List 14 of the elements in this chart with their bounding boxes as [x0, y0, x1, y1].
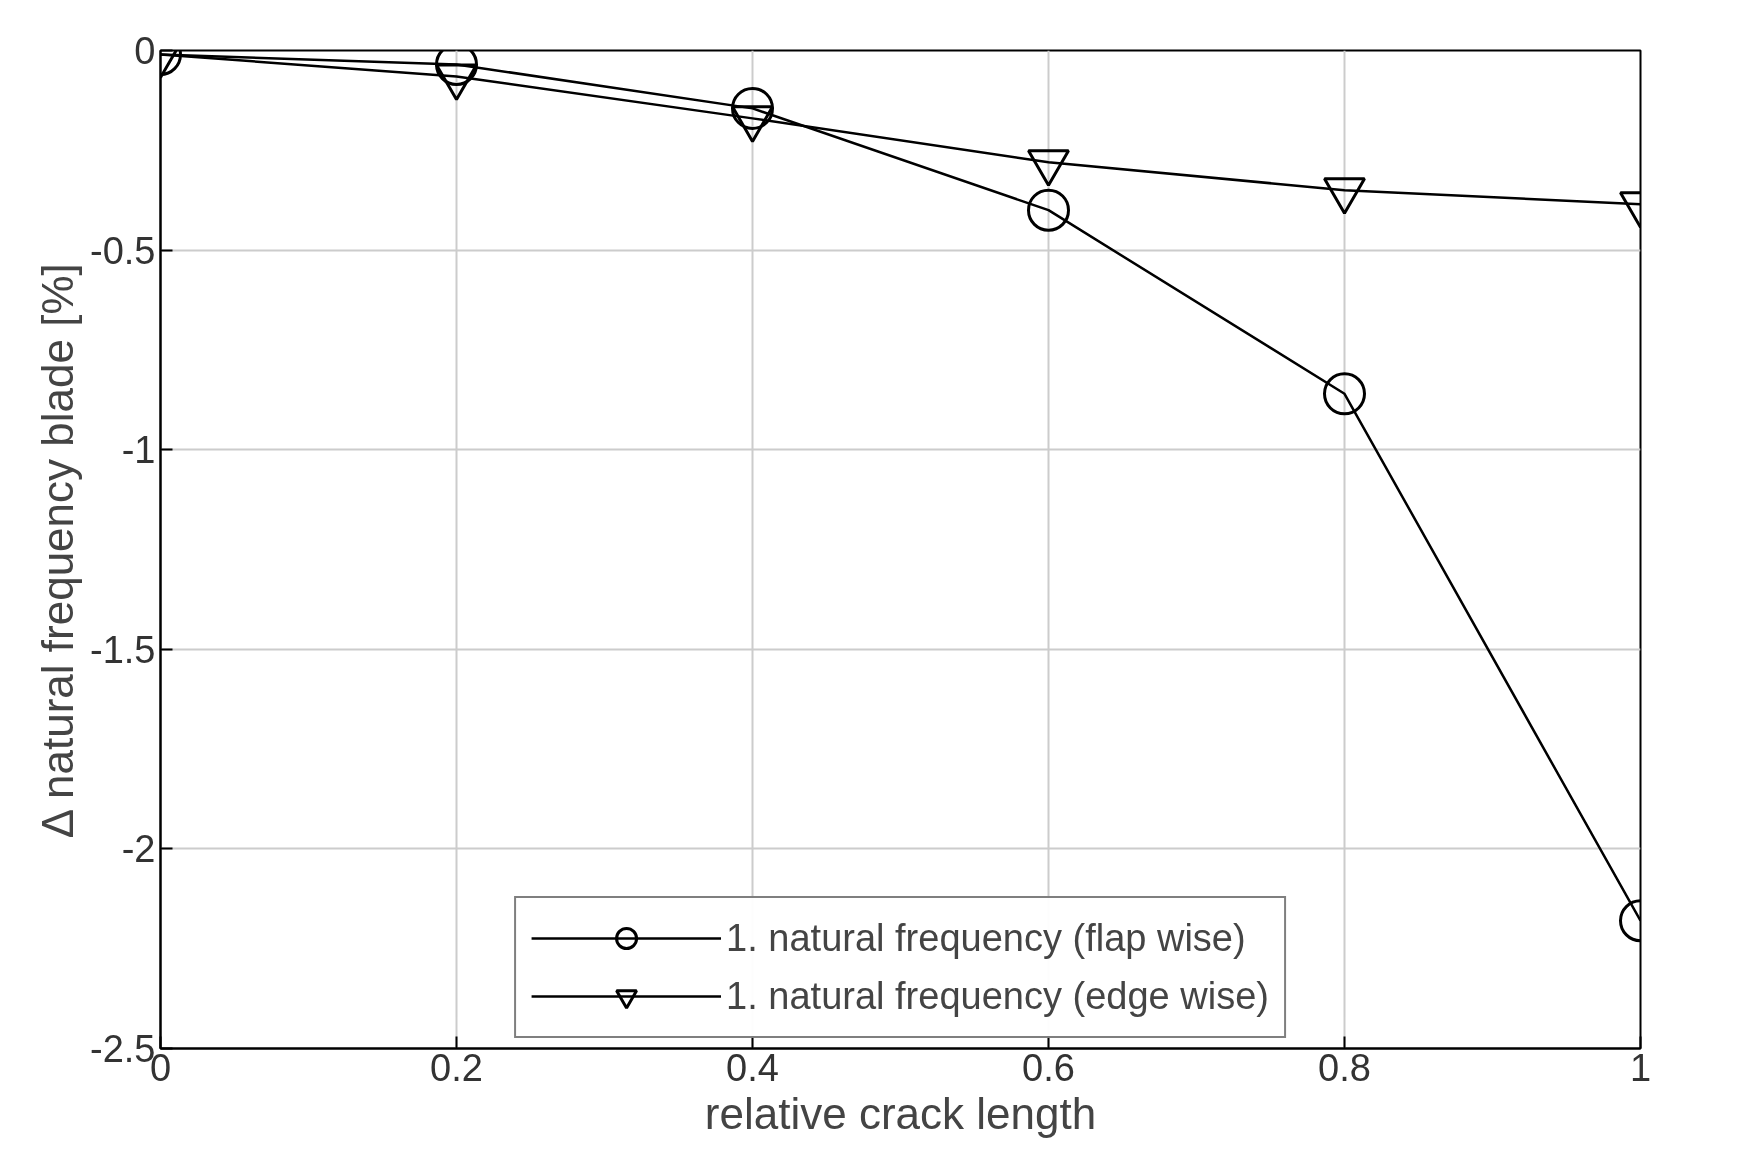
y-tick-label: -1.5: [90, 628, 156, 671]
legend-label: 1. natural frequency (edge wise): [726, 974, 1269, 1018]
legend-label: 1. natural frequency (flap wise): [726, 916, 1246, 960]
x-tick-label: 0.2: [430, 1046, 483, 1089]
x-tick-label: 0.8: [1318, 1046, 1371, 1089]
y-tick-label: -0.5: [90, 229, 156, 272]
y-tick-label: -1: [121, 429, 156, 472]
y-tick-label: 0: [134, 30, 156, 72]
x-tick-label: 0.6: [1022, 1046, 1075, 1089]
x-axis-title: relative crack length: [704, 1088, 1097, 1138]
x-tick-label: 0.4: [726, 1046, 779, 1089]
y-axis-title: Δ natural frequency blade [%]: [33, 263, 83, 839]
y-tick-label: -2: [121, 828, 156, 871]
x-tick-label: 1: [1629, 1046, 1652, 1089]
